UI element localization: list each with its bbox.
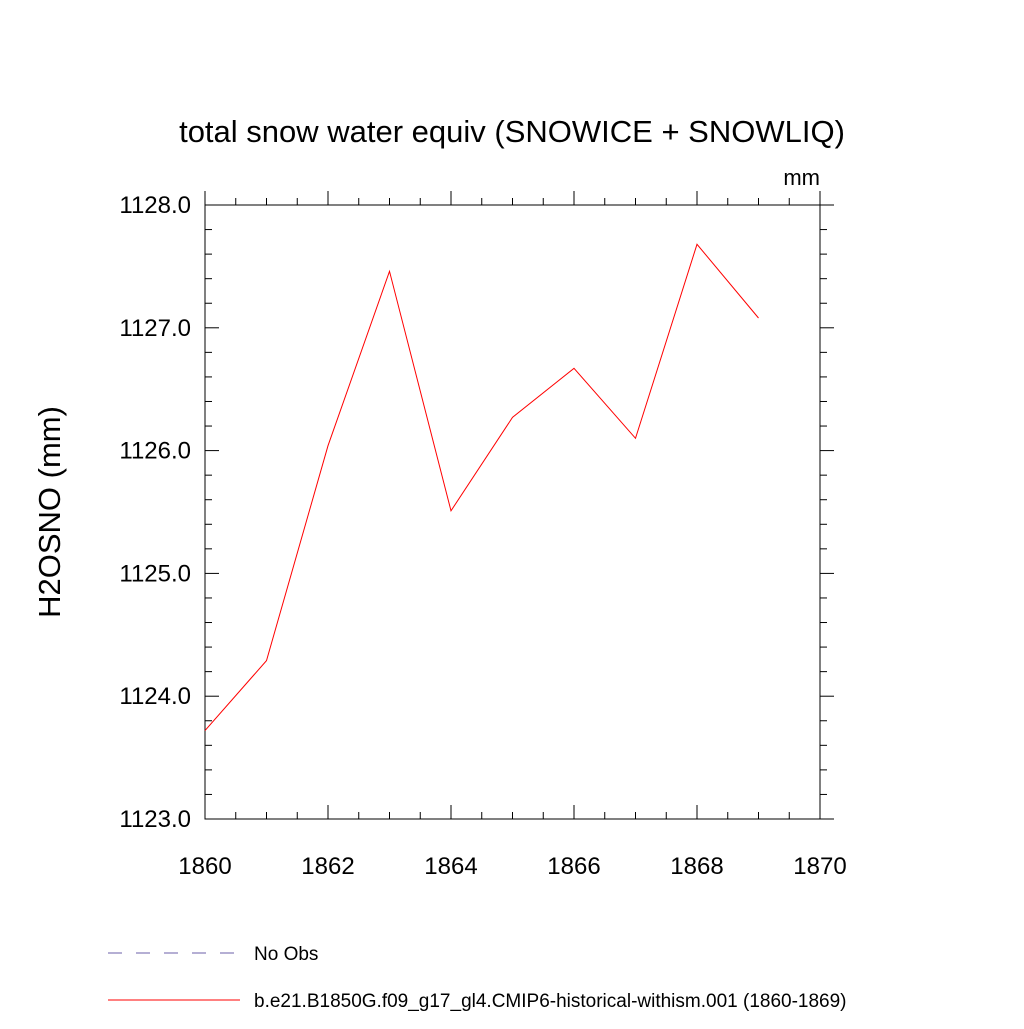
legend: No Obs b.e21.B1850G.f09_g17_gl4.CMIP6-his… [108, 944, 847, 1012]
x-tick-label: 1862 [301, 853, 354, 880]
legend-label: b.e21.B1850G.f09_g17_gl4.CMIP6-historica… [254, 991, 847, 1012]
x-tick-label: 1864 [424, 853, 477, 880]
x-tick-label: 1860 [178, 853, 231, 880]
legend-label: No Obs [254, 944, 318, 965]
x-tick-label: 1870 [793, 853, 846, 880]
series-layer [204, 243, 759, 731]
units-label: mm [783, 165, 820, 190]
y-tick-label: 1128.0 [119, 192, 191, 219]
y-tick-label: 1127.0 [119, 315, 191, 342]
y-tick-label: 1123.0 [119, 806, 191, 833]
y-tick-label: 1124.0 [119, 683, 191, 710]
y-tick-label: 1125.0 [119, 560, 191, 587]
plot-frame [204, 204, 821, 820]
x-tick-label: 1866 [547, 853, 600, 880]
y-axis-label: H2OSNO (mm) [32, 406, 67, 618]
y-axis: 1123.0 1124.0 1125.0 1126.0 1127.0 1128.0 [119, 192, 834, 833]
chart-title: total snow water equiv (SNOWICE + SNOWLI… [179, 114, 845, 149]
x-axis: 1860 1862 1864 1866 1868 1870 [178, 191, 847, 880]
series-line [204, 243, 759, 731]
y-tick-label: 1126.0 [119, 438, 191, 465]
x-tick-label: 1868 [670, 853, 723, 880]
